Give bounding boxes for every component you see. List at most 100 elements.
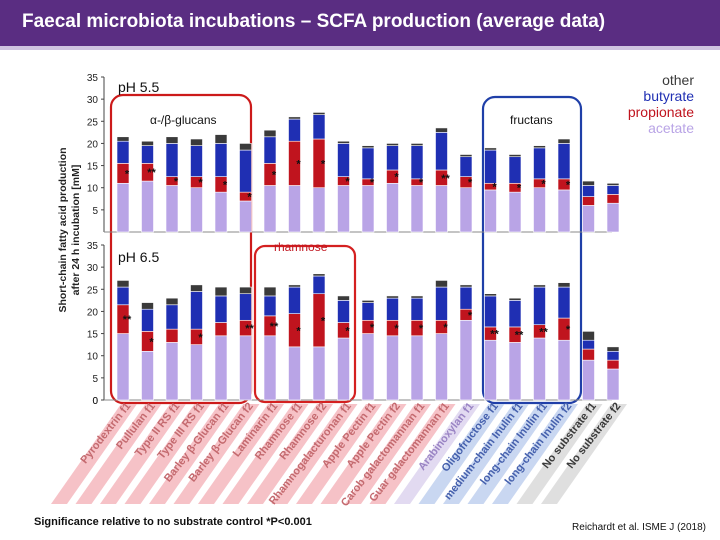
legend-entry-acetate: acetate [648, 120, 694, 136]
header-divider [0, 46, 720, 50]
category-label-band [296, 404, 382, 504]
bar-butyrate [337, 300, 350, 323]
significance-mark: * [492, 182, 497, 194]
y-tick-label: 20 [87, 139, 99, 150]
bar-acetate [263, 185, 277, 233]
bar-acetate [190, 187, 203, 233]
bar-other [337, 295, 350, 301]
significance-mark: * [321, 315, 326, 327]
category-label-band [394, 404, 480, 504]
significance-mark: * [394, 172, 399, 184]
significance-mark: * [296, 325, 301, 337]
bar-other [263, 129, 277, 138]
y-tick-label: 25 [87, 117, 99, 128]
bar-acetate [606, 202, 620, 233]
bar-butyrate [484, 149, 497, 184]
bar-acetate [484, 339, 497, 401]
bar-butyrate [239, 293, 252, 321]
bar-butyrate [557, 286, 571, 319]
bar-butyrate [288, 118, 301, 142]
bar-butyrate [606, 350, 620, 361]
bar-acetate [214, 191, 228, 233]
bar-other [288, 116, 301, 120]
significance-mark: * [149, 336, 154, 348]
bar-acetate [239, 200, 252, 233]
bar-acetate [508, 191, 522, 233]
category-label-band [467, 404, 554, 504]
category-label-band [418, 404, 505, 504]
y-tick-label: 35 [87, 73, 99, 84]
panel-label: pH 6.5 [118, 249, 159, 265]
significance-mark: * [443, 322, 448, 334]
category-label-band [369, 404, 456, 504]
panel-label: pH 5.5 [118, 79, 159, 95]
significance-mark: * [394, 323, 399, 335]
significance-mark: ** [441, 173, 450, 185]
bar-butyrate [459, 156, 473, 177]
significance-mark: * [198, 177, 203, 189]
y-tick-label: 5 [92, 374, 98, 385]
bar-other [484, 293, 497, 297]
bar-acetate [435, 185, 448, 233]
bar-butyrate [435, 132, 448, 171]
y-tick-label: 35 [87, 241, 99, 252]
bar-other [239, 143, 252, 151]
bar-other [410, 295, 424, 299]
significance-footnote: Significance relative to no substrate co… [34, 516, 312, 528]
significance-mark: * [468, 177, 473, 189]
bar-acetate [312, 187, 326, 233]
bar-other [386, 143, 399, 146]
bar-other [533, 284, 546, 288]
y-axis-label-line2: after 24 h incubation [mM] [70, 165, 82, 296]
bar-propionate [606, 194, 620, 204]
bar-other [410, 143, 424, 146]
bar-butyrate [214, 143, 228, 177]
rhamnose-outline [253, 244, 357, 404]
bar-acetate [435, 333, 448, 401]
bar-acetate [533, 337, 546, 401]
significance-mark: * [517, 183, 522, 195]
bar-acetate [288, 346, 301, 401]
bar-other [116, 280, 130, 288]
bar-propionate [165, 328, 179, 343]
bar-other [214, 286, 228, 297]
bar-other [484, 147, 497, 151]
bar-other [141, 140, 154, 146]
bar-butyrate [190, 291, 203, 330]
bar-acetate [582, 205, 595, 233]
bar-other [141, 302, 154, 310]
significance-mark: * [345, 176, 350, 188]
bar-butyrate [214, 295, 228, 323]
category-label-band [100, 404, 186, 504]
bar-butyrate [165, 304, 179, 330]
significance-mark: * [566, 179, 571, 191]
significance-mark: ** [270, 321, 279, 333]
bar-acetate [606, 368, 620, 401]
bar-acetate [410, 335, 424, 401]
y-axis-label-line1: Short-chain fatty acid production [57, 147, 69, 312]
bar-butyrate [582, 339, 595, 350]
bar-butyrate [410, 145, 424, 180]
bar-butyrate [116, 140, 130, 164]
significance-mark: ** [123, 314, 132, 326]
bar-butyrate [263, 295, 277, 317]
bar-other [312, 112, 326, 115]
bar-other [435, 280, 448, 288]
bar-other [533, 145, 546, 149]
bar-butyrate [508, 300, 522, 328]
bar-butyrate [410, 297, 424, 321]
significance-mark: * [345, 325, 350, 337]
slide-title: Faecal microbiota incubations – SCFA pro… [22, 11, 606, 32]
significance-mark: ** [490, 329, 499, 341]
bar-other [190, 138, 203, 146]
bar-butyrate [312, 114, 326, 140]
bar-other [361, 145, 375, 149]
bar-other [239, 286, 252, 295]
bar-butyrate [606, 185, 620, 195]
significance-mark: * [419, 323, 424, 335]
significance-mark: * [247, 192, 252, 204]
bar-butyrate [361, 302, 375, 321]
y-tick-label: 25 [87, 285, 99, 296]
bar-acetate [165, 185, 179, 233]
